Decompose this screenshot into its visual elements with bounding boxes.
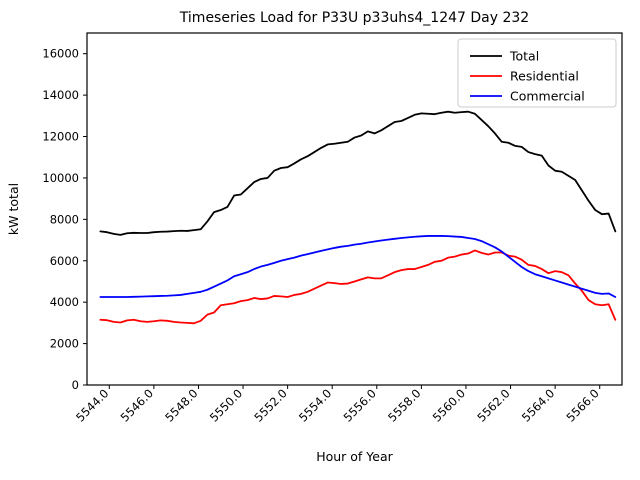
y-tick-label: 4000 xyxy=(50,295,79,309)
y-tick-label: 12000 xyxy=(42,130,79,144)
x-tick-label: 5550.0 xyxy=(207,386,245,424)
legend-label-commercial: Commercial xyxy=(510,89,585,104)
x-tick-label: 5560.0 xyxy=(430,386,468,424)
y-tick-label: 0 xyxy=(72,378,79,392)
series-line-commercial xyxy=(99,235,617,298)
x-tick-label: 5554.0 xyxy=(296,386,334,424)
y-tick-label: 16000 xyxy=(42,47,79,61)
plot-frame xyxy=(86,32,623,386)
legend-label-residential: Residential xyxy=(510,69,579,84)
x-tick-label: 5548.0 xyxy=(162,386,200,424)
x-tick-label: 5566.0 xyxy=(563,386,601,424)
x-tick-label: 5564.0 xyxy=(519,386,557,424)
legend-label-total: Total xyxy=(509,49,539,64)
x-axis-title: Hour of Year xyxy=(316,449,393,464)
y-tick-label: 6000 xyxy=(50,254,79,268)
y-axis-title: kW total xyxy=(6,183,21,235)
x-tick-label: 5558.0 xyxy=(385,386,423,424)
chart-title: Timeseries Load for P33U p33uhs4_1247 Da… xyxy=(179,10,529,26)
series-line-total xyxy=(99,110,617,236)
x-tick-label: 5552.0 xyxy=(251,386,289,424)
y-tick-label: 10000 xyxy=(42,171,79,185)
x-tick-label: 5546.0 xyxy=(118,386,156,424)
y-tick-label: 8000 xyxy=(50,212,79,226)
y-tick-label: 14000 xyxy=(42,88,79,102)
x-tick-label: 5562.0 xyxy=(474,386,512,424)
series-line-residential xyxy=(99,249,617,325)
y-tick-label: 2000 xyxy=(50,337,79,351)
x-tick-label: 5556.0 xyxy=(341,386,379,424)
